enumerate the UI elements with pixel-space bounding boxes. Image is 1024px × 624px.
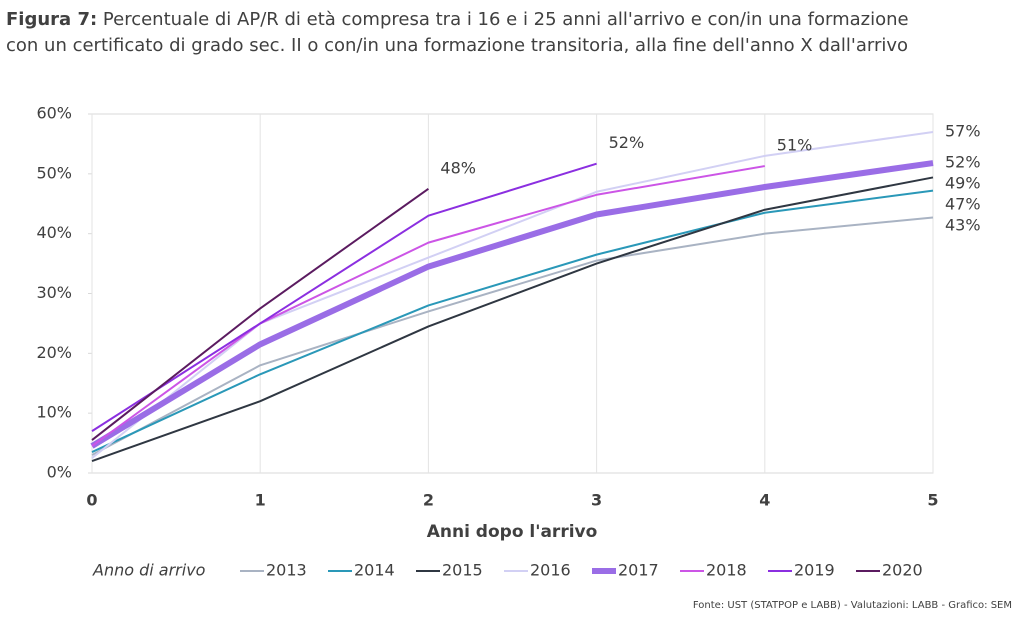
series-line xyxy=(91,189,934,453)
legend-label: 2014 xyxy=(354,561,395,580)
y-tick-label: 60% xyxy=(36,104,72,123)
series-line xyxy=(91,216,934,456)
series-line xyxy=(91,165,765,447)
series-line xyxy=(91,187,429,441)
value-label: 43% xyxy=(945,216,981,235)
x-tick-label: 5 xyxy=(927,491,938,510)
series-line xyxy=(91,130,934,459)
x-axis-label: Anni dopo l'arrivo xyxy=(427,522,598,542)
value-label: 51% xyxy=(777,136,813,155)
legend-label: 2016 xyxy=(530,561,571,580)
source: Fonte: UST (STATPOP e LABB) - Valutazion… xyxy=(693,600,1012,611)
x-tick-label: 4 xyxy=(759,491,770,510)
y-tick-label: 20% xyxy=(36,343,72,362)
y-tick-label: 40% xyxy=(36,223,72,242)
y-tick-label: 10% xyxy=(36,403,72,422)
chart-title: Figura 7: Percentuale di AP/R di età com… xyxy=(6,9,909,30)
value-label: 52% xyxy=(945,153,981,172)
y-tick-label: 30% xyxy=(36,283,72,302)
x-tick-label: 3 xyxy=(591,491,602,510)
value-label: 49% xyxy=(945,174,981,193)
value-label: 57% xyxy=(945,121,981,140)
plot-area xyxy=(91,113,934,474)
legend-label: 2015 xyxy=(442,561,483,580)
value-label: 52% xyxy=(609,133,645,152)
series-line xyxy=(91,176,934,462)
legend-label: 2019 xyxy=(794,561,835,580)
series-line xyxy=(91,162,597,432)
value-label: 48% xyxy=(440,158,476,177)
series-line xyxy=(90,160,934,449)
legend-label: 2018 xyxy=(706,561,747,580)
chart-subtitle: con un certificato di grado sec. II o co… xyxy=(6,35,908,56)
legend-label: 2017 xyxy=(618,561,659,580)
x-tick-label: 2 xyxy=(423,491,434,510)
figure-label: Figura 7: xyxy=(6,9,97,30)
y-tick-label: 0% xyxy=(47,463,72,482)
x-tick-label: 0 xyxy=(86,491,97,510)
legend-label: 2020 xyxy=(882,561,923,580)
legend-title: Anno di arrivo xyxy=(92,561,206,580)
x-tick-label: 1 xyxy=(255,491,266,510)
value-label: 47% xyxy=(945,195,981,214)
legend-label: 2013 xyxy=(266,561,307,580)
y-tick-label: 50% xyxy=(36,163,72,182)
title-text: Percentuale di AP/R di età compresa tra … xyxy=(103,9,909,30)
